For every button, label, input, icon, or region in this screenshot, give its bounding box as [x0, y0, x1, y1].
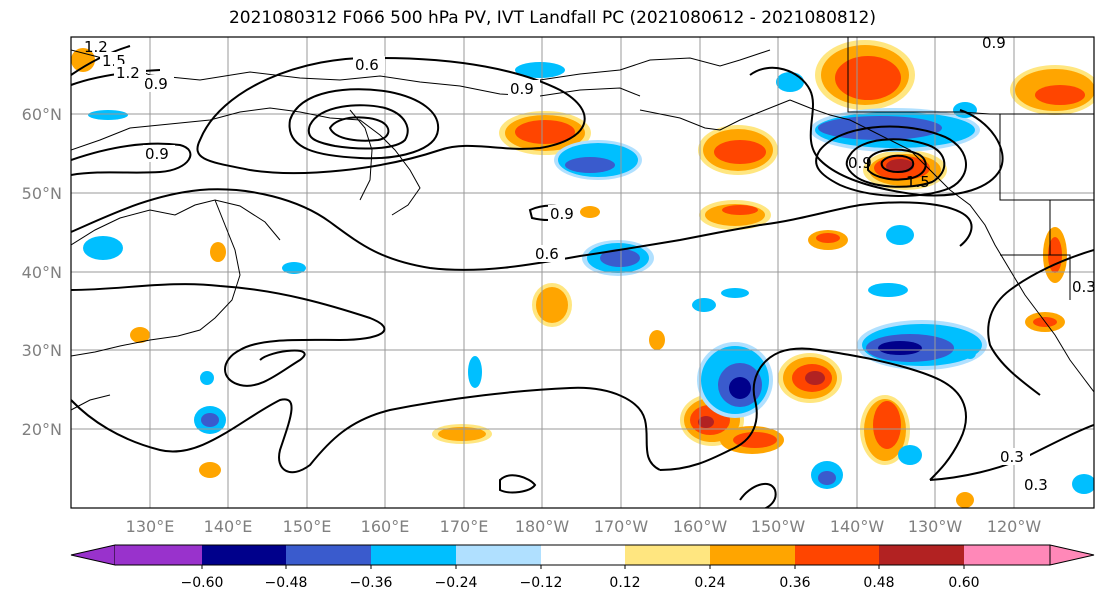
contour-label: 1.2	[116, 64, 140, 82]
neg-region-mid	[582, 240, 654, 276]
pos-region-gulf-west	[698, 125, 778, 175]
colorbar-bin	[115, 545, 202, 565]
colorbar-tick: 0.48	[863, 575, 894, 591]
coastlines	[71, 37, 1094, 411]
colorbar-bin	[541, 545, 625, 565]
colorbar-bin	[879, 545, 964, 565]
colorbar-bin	[710, 545, 795, 565]
lat-label: 50°N	[22, 184, 62, 203]
pos-region-south-east	[860, 395, 910, 465]
lon-label: 150°E	[283, 517, 332, 536]
lon-label: 160°E	[361, 517, 410, 536]
colorbar-bin	[371, 545, 456, 565]
colorbar-extend-high	[1049, 544, 1095, 566]
contour-label: 0.3	[1000, 448, 1024, 466]
pos-region-alaska	[815, 40, 915, 110]
contour-label: 0.9	[848, 154, 872, 172]
colorbar: −0.60 −0.48 −0.36 −0.24 −0.12 0.12 0.24 …	[70, 544, 1095, 591]
colorbar-tick: −0.36	[350, 575, 393, 591]
neg-region-gulf	[810, 108, 980, 152]
longitude-labels: 130°E 140°E 150°E 160°E 170°E 180°W 170°…	[126, 517, 1042, 536]
lon-label: 130°W	[908, 517, 963, 536]
colorbar-tick: 0.60	[948, 575, 979, 591]
contour-label: 0.3	[1024, 476, 1048, 494]
map-frame	[70, 36, 1095, 509]
lat-label: 60°N	[22, 105, 62, 124]
colorbar-bin	[964, 545, 1050, 565]
pos-region-central	[778, 353, 842, 403]
contour-label: 0.6	[535, 245, 559, 263]
colorbar-extend-low	[70, 544, 116, 566]
map-title: 2021080312 F066 500 hPa PV, IVT Landfall…	[228, 8, 876, 28]
contour-label: 0.6	[355, 56, 379, 74]
colorbar-tick: 0.24	[694, 575, 725, 591]
colorbar-tick: −0.24	[435, 575, 478, 591]
neg-region-subtropic-central	[697, 342, 773, 418]
colorbar-tick: −0.60	[181, 575, 224, 591]
colorbar-bin	[795, 545, 879, 565]
lon-label: 140°W	[830, 517, 885, 536]
contour-label: 0.9	[982, 34, 1006, 52]
positive-anomaly-shading	[71, 40, 1094, 508]
pos-region-canada	[1010, 65, 1094, 115]
contour-label: 0.9	[144, 75, 168, 93]
colorbar-tick: −0.48	[265, 575, 308, 591]
lon-label: 160°W	[673, 517, 728, 536]
contour-label: 1.2	[84, 38, 108, 56]
lon-label: 150°W	[751, 517, 806, 536]
lon-label: 120°W	[987, 517, 1042, 536]
colorbar-bin	[456, 545, 541, 565]
contour-label: 0.9	[510, 80, 534, 98]
neg-region-north-pacific	[554, 140, 642, 180]
lat-label: 20°N	[22, 420, 62, 439]
colorbar-bin	[202, 545, 286, 565]
lat-label: 40°N	[22, 263, 62, 282]
lon-label: 170°E	[440, 517, 489, 536]
lon-label: 180°W	[515, 517, 570, 536]
colorbar-bin	[625, 545, 710, 565]
contour-label: 0.9	[550, 205, 574, 223]
lon-label: 140°E	[204, 517, 253, 536]
colorbar-bin	[286, 545, 371, 565]
colorbar-tick: −0.12	[520, 575, 563, 591]
contour-labels: 0.6 0.9 0.9 0.9 0.6 0.9 1.5 1.2 0.9 0.3 …	[84, 34, 1096, 494]
colorbar-tick: 0.36	[779, 575, 810, 591]
lat-label: 30°N	[22, 341, 62, 360]
latitude-labels: 60°N 50°N 40°N 30°N 20°N	[22, 105, 62, 439]
lon-label: 170°W	[594, 517, 649, 536]
contour-label: 0.3	[1072, 278, 1096, 296]
colorbar-tick: 0.12	[609, 575, 640, 591]
contour-label: 0.9	[145, 145, 169, 163]
contour-label: 1.5	[906, 173, 930, 191]
lon-label: 130°E	[126, 517, 175, 536]
neg-region-subtropic-east	[857, 320, 987, 370]
